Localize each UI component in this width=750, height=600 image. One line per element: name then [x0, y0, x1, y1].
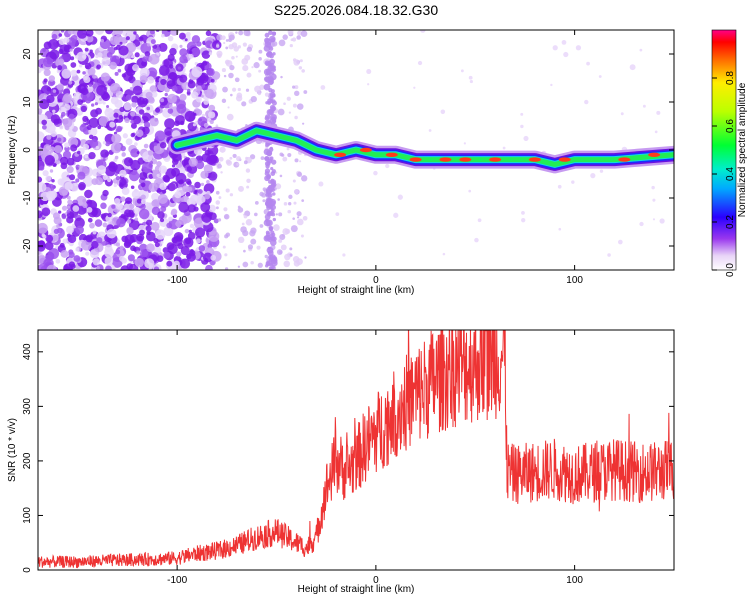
y-tick-label: -10	[22, 190, 33, 205]
x-tick-label: -100	[167, 575, 187, 586]
y-tick-label: 300	[22, 398, 33, 415]
y-tick-label: 100	[22, 507, 33, 524]
spectrogram-x-label: Height of straight line (km)	[298, 285, 415, 296]
colorbar-tick-label: 0.6	[725, 119, 736, 133]
spectrogram-y-axis: -20 -10 0 10 20	[22, 48, 674, 253]
x-tick-label: -100	[167, 275, 187, 286]
colorbar-tick-label: 0.0	[725, 263, 736, 277]
y-tick-label: 400	[22, 343, 33, 360]
y-tick-label: -20	[22, 238, 33, 253]
colorbar-label: Normalized spectral amplitude	[737, 82, 748, 217]
figure-title: S225.2026.084.18.32.G30	[274, 2, 438, 18]
colorbar: 0.0 0.2 0.4 0.6 0.8 Normalized spectral ampl…	[711, 29, 748, 277]
spectrogram-noise	[38, 30, 665, 270]
x-tick-label: 100	[566, 575, 583, 586]
y-tick-label: 20	[22, 48, 33, 60]
snr-y-label: SNR (10 * v/v)	[7, 418, 18, 482]
spectrogram-x-axis: -100 0 100	[167, 30, 583, 286]
snr-panel: -100 0 100 0 100 200 300 400 Height of straigh…	[7, 329, 675, 595]
snr-line	[38, 330, 674, 569]
x-tick-label: 100	[566, 275, 583, 286]
x-tick-label: 0	[373, 575, 379, 586]
colorbar-gradient	[711, 29, 737, 271]
ridge-green	[174, 128, 674, 167]
colorbar-tick-label: 0.8	[725, 71, 736, 85]
colorbar-tick-label: 0.2	[725, 215, 736, 229]
snr-x-label: Height of straight line (km)	[298, 584, 415, 595]
y-tick-label: 0	[22, 567, 33, 573]
colorbar-ticks: 0.0 0.2 0.4 0.6 0.8	[712, 71, 736, 277]
y-tick-label: 10	[22, 96, 33, 108]
spectrogram-marks	[38, 30, 674, 270]
snr-y-axis: 0 100 200 300 400	[22, 343, 674, 573]
snr-x-axis: -100 0 100	[167, 330, 583, 586]
snr-frame	[37, 329, 675, 571]
y-tick-label: 200	[22, 452, 33, 469]
x-tick-label: 0	[373, 275, 379, 286]
y-tick-label: 0	[22, 147, 33, 153]
spectrogram-y-label: Frequency (Hz)	[7, 116, 18, 185]
snr-marks	[38, 330, 674, 569]
colorbar-tick-label: 0.4	[725, 167, 736, 181]
ridge-hotspots	[334, 147, 661, 162]
